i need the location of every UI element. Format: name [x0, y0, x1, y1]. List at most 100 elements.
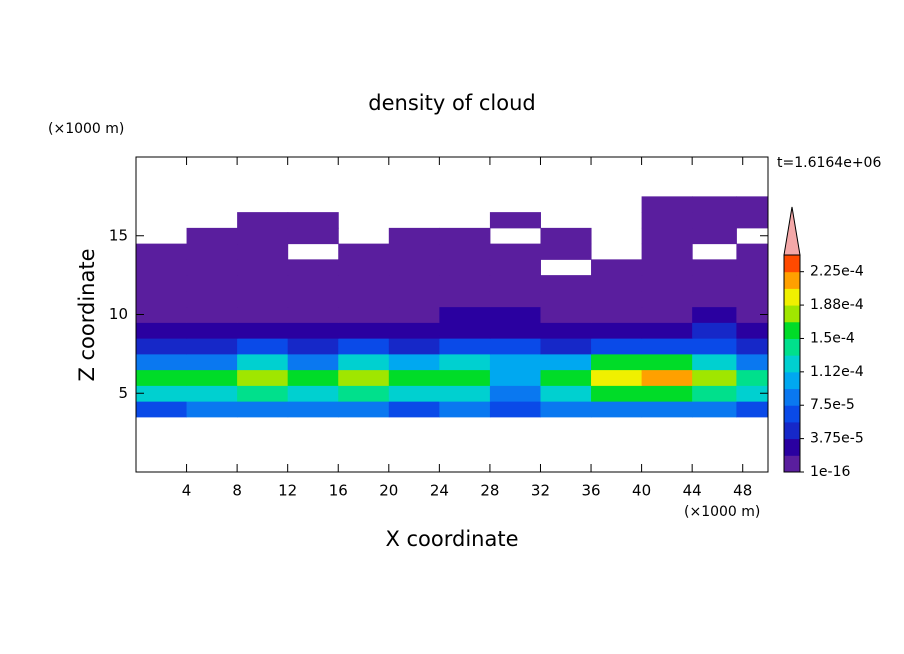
contour-field	[136, 196, 769, 418]
colorbar-tick-label: 1.5e-4	[810, 330, 855, 346]
x-tick-label: 48	[733, 482, 752, 500]
field-cell	[489, 401, 541, 418]
field-cell	[641, 212, 693, 229]
field-cell	[489, 212, 541, 229]
field-cell	[692, 306, 737, 323]
field-cell	[338, 275, 390, 292]
field-cell	[186, 369, 238, 386]
field-cell	[641, 227, 693, 245]
field-cell	[489, 385, 541, 402]
field-cell	[439, 322, 491, 339]
x-tick-label: 8	[232, 482, 242, 500]
field-cell	[388, 243, 440, 260]
field-cell	[591, 385, 643, 402]
colorbar-tick-label: 2.25e-4	[810, 264, 864, 280]
field-cell	[489, 322, 541, 339]
field-cell	[186, 227, 238, 245]
field-cell	[287, 338, 339, 355]
field-cell	[388, 338, 440, 355]
field-cell	[540, 369, 592, 386]
y-unit: (×1000 m)	[48, 121, 124, 137]
field-cell	[591, 353, 643, 371]
field-cell	[338, 259, 390, 276]
field-cell	[136, 401, 188, 418]
colorbar-tick-label: 1.88e-4	[810, 297, 864, 313]
field-cell	[136, 385, 188, 402]
field-cell	[736, 385, 769, 402]
field-cell	[736, 243, 769, 260]
field-cell	[439, 275, 491, 292]
field-cell	[338, 385, 390, 402]
field-cell	[287, 401, 339, 418]
field-cell	[540, 275, 592, 292]
x-unit: (×1000 m)	[684, 504, 760, 520]
field-cell	[237, 369, 289, 386]
field-cell	[540, 401, 592, 418]
field-cell	[287, 353, 339, 371]
field-cell	[736, 353, 769, 371]
colorbar-band	[784, 405, 800, 423]
colorbar-band	[784, 455, 800, 473]
colorbar-frame	[783, 254, 801, 473]
field-cell	[692, 338, 737, 355]
field-cell	[641, 353, 693, 371]
field-cell	[540, 243, 592, 260]
field-cell	[237, 353, 289, 371]
field-cell	[136, 259, 188, 276]
field-cell	[388, 275, 440, 292]
field-cell	[736, 322, 769, 339]
field-cell	[692, 401, 737, 418]
field-cell	[692, 196, 737, 213]
field-cell	[489, 275, 541, 292]
field-cell	[439, 385, 491, 402]
field-cell	[591, 338, 643, 355]
field-cell	[287, 290, 339, 308]
field-cell	[237, 338, 289, 355]
field-cell	[489, 338, 541, 355]
field-cell	[641, 275, 693, 292]
field-cell	[439, 227, 491, 245]
field-cell	[641, 290, 693, 308]
field-cell	[692, 369, 737, 386]
colorbar-band	[784, 421, 800, 440]
field-cell	[591, 369, 643, 386]
x-tick-label: 40	[632, 482, 651, 500]
colorbar-band	[784, 255, 800, 273]
field-cell	[287, 385, 339, 402]
field-cell	[641, 385, 693, 402]
colorbar-band	[784, 438, 800, 456]
field-cell	[439, 401, 491, 418]
x-tick-label: 36	[581, 482, 600, 500]
field-cell	[489, 290, 541, 308]
field-cell	[287, 369, 339, 386]
field-cell	[338, 369, 390, 386]
field-cell	[641, 259, 693, 276]
field-cell	[237, 259, 289, 276]
field-cell	[540, 290, 592, 308]
colorbar-tick-label: 1e-16	[810, 464, 850, 480]
colorbar-band	[784, 355, 800, 373]
field-cell	[338, 353, 390, 371]
field-cell	[237, 306, 289, 323]
field-cell	[439, 306, 491, 323]
field-cell	[641, 401, 693, 418]
field-cell	[736, 290, 769, 308]
field-cell	[692, 212, 737, 229]
field-cell	[136, 338, 188, 355]
field-cell	[388, 385, 440, 402]
field-cell	[489, 353, 541, 371]
field-cell	[641, 306, 693, 323]
field-cell	[186, 353, 238, 371]
field-cell	[287, 212, 339, 229]
field-cell	[186, 259, 238, 276]
x-tick-label: 24	[430, 482, 449, 500]
field-cell	[388, 227, 440, 245]
field-cell	[489, 259, 541, 276]
field-cell	[338, 322, 390, 339]
chart-title: density of cloud	[368, 91, 535, 115]
x-tick-label: 4	[182, 482, 192, 500]
field-cell	[388, 290, 440, 308]
field-cell	[186, 290, 238, 308]
